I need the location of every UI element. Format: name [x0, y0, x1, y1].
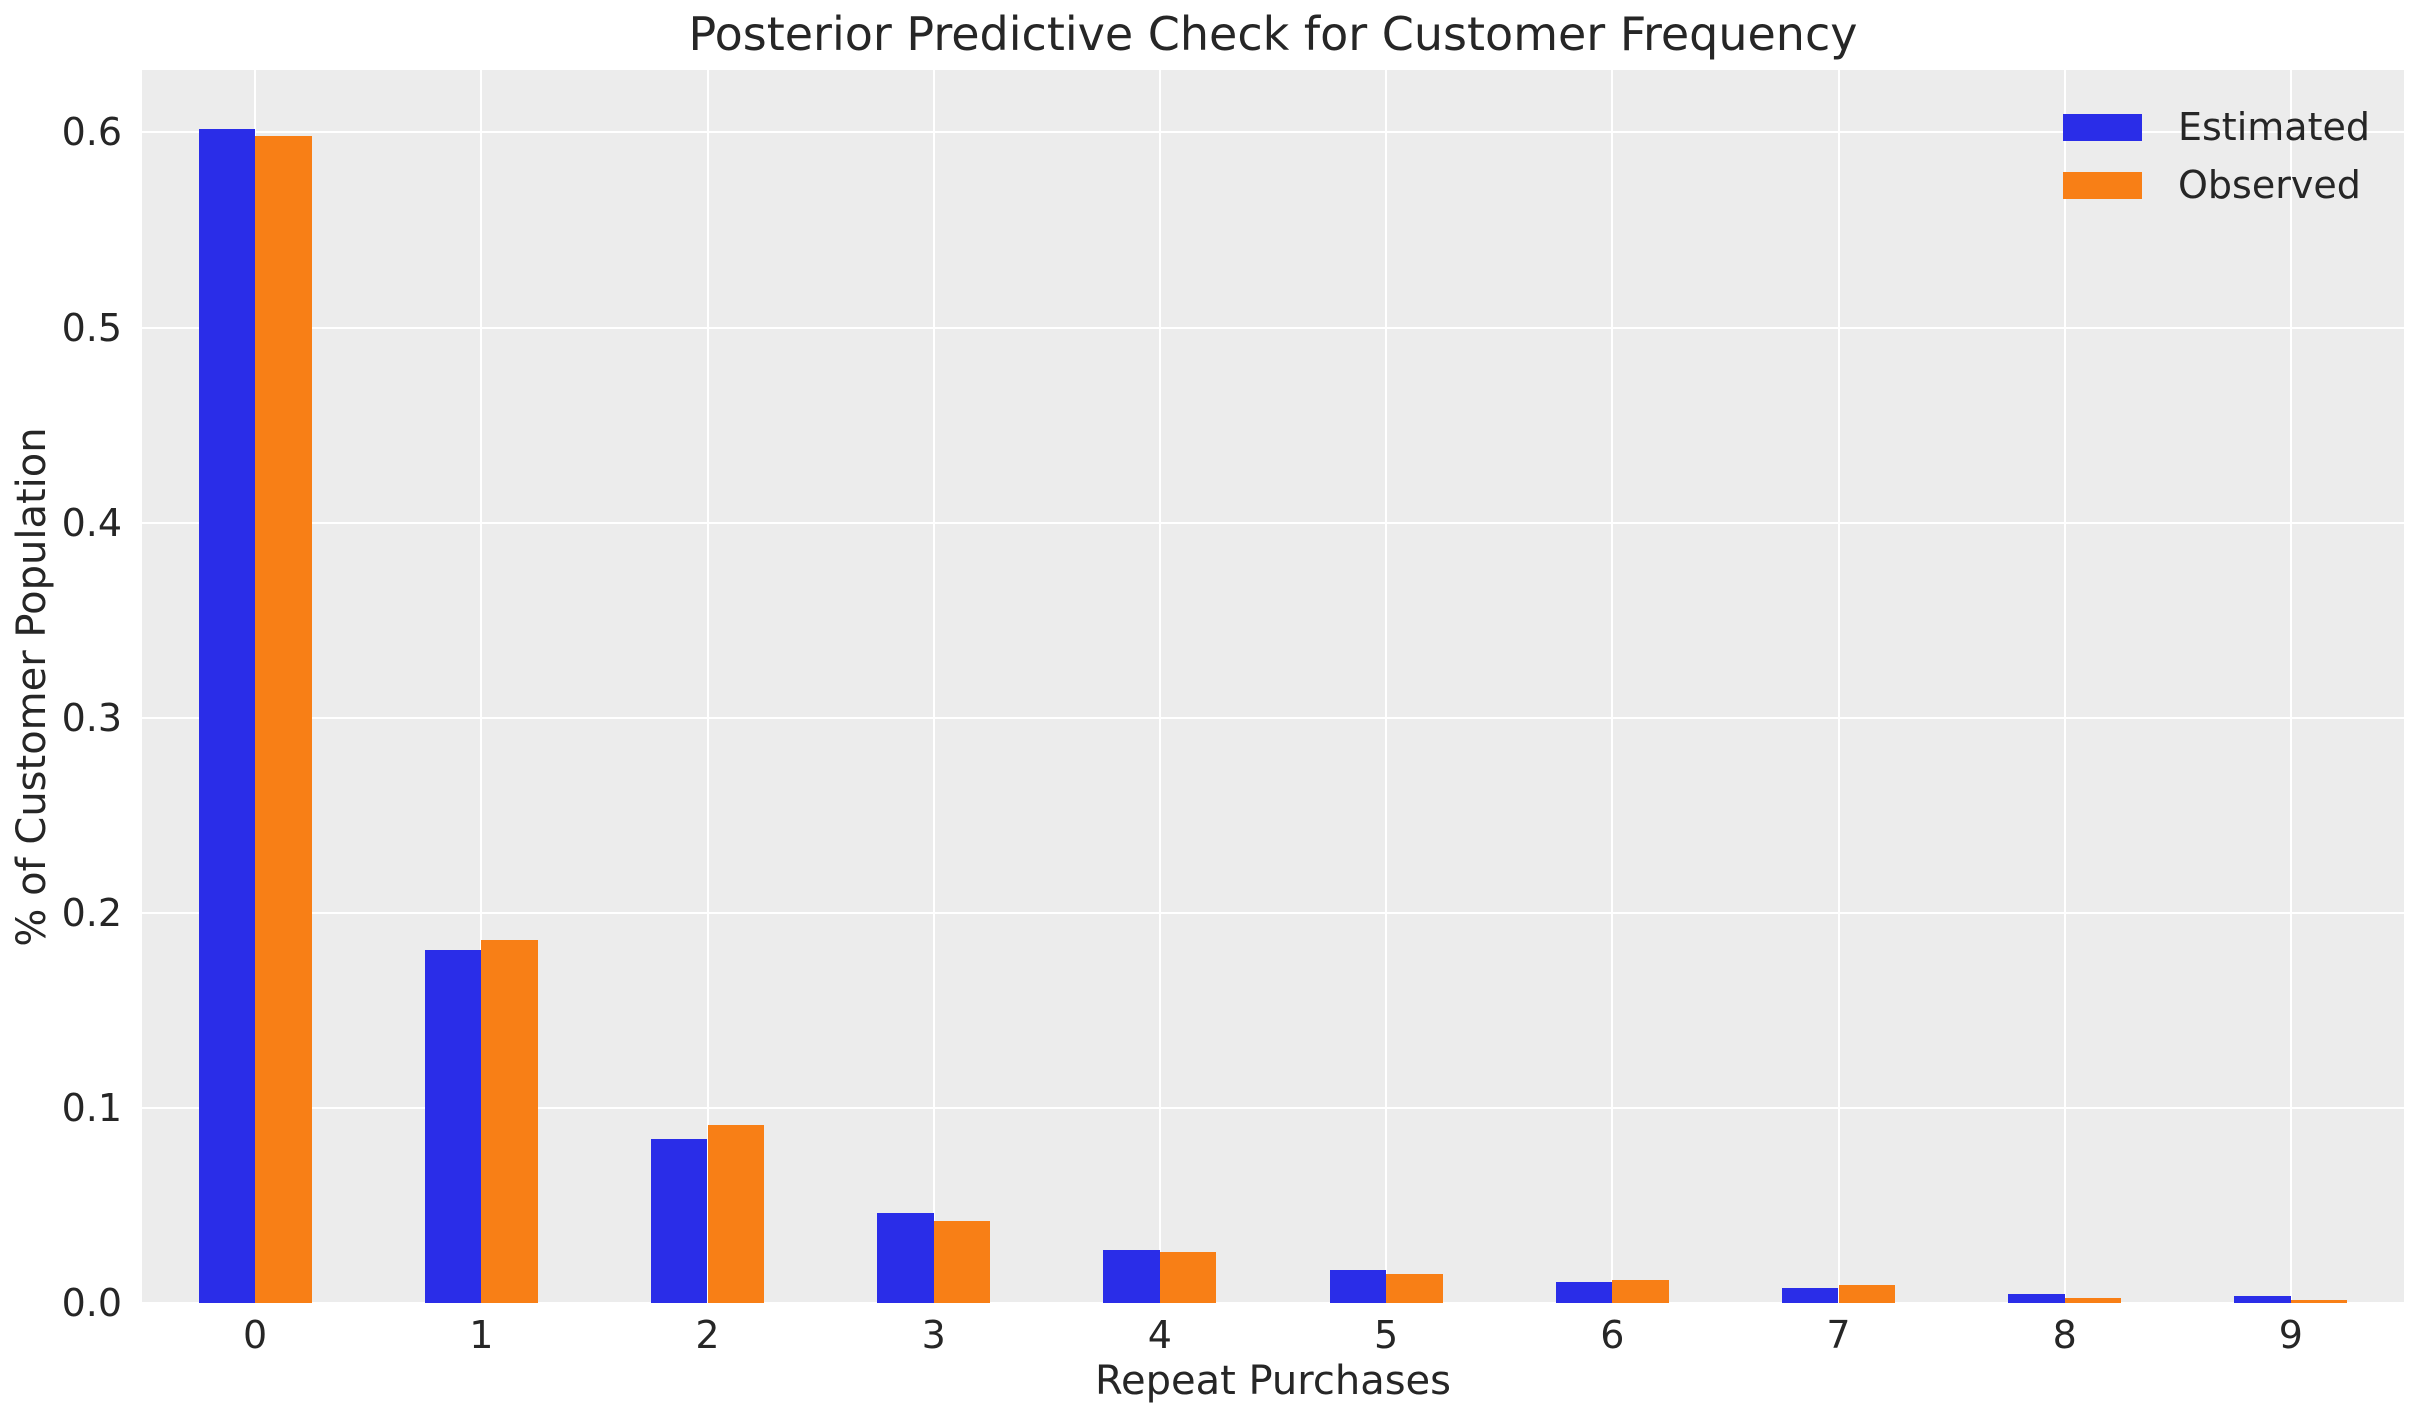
gridline-x-5 — [1385, 70, 1388, 1303]
bar-estimated-0 — [198, 128, 256, 1303]
y-tick-label-0.1: 0.1 — [61, 1085, 122, 1130]
x-tick-label-9: 9 — [2278, 1313, 2303, 1357]
gridline-x-1 — [480, 70, 483, 1303]
bar-estimated-7 — [1781, 1288, 1839, 1303]
gridline-y-0.1 — [142, 1106, 2404, 1109]
gridline-x-9 — [2289, 70, 2292, 1303]
x-tick-label-5: 5 — [1374, 1313, 1399, 1357]
gridline-x-6 — [1611, 70, 1614, 1303]
legend-swatch-estimated-icon — [2063, 113, 2142, 141]
bar-observed-9 — [2290, 1299, 2348, 1303]
bar-observed-3 — [933, 1221, 991, 1303]
chart-title: Posterior Predictive Check for Customer … — [688, 7, 1858, 61]
legend-label-estimated: Estimated — [2178, 105, 2370, 149]
legend: Estimated Observed — [2063, 98, 2370, 214]
y-tick-label-0.0: 0.0 — [61, 1281, 122, 1325]
bar-observed-5 — [1386, 1273, 1443, 1303]
gridline-x-3 — [932, 70, 935, 1303]
bar-estimated-2 — [650, 1139, 708, 1303]
x-axis-label: Repeat Purchases — [1095, 1358, 1451, 1404]
x-tick-label-2: 2 — [695, 1313, 720, 1357]
bar-estimated-5 — [1329, 1269, 1387, 1303]
gridline-x-8 — [2063, 70, 2066, 1303]
gridline-y-0.2 — [142, 911, 2404, 914]
legend-swatch-observed-icon — [2063, 171, 2142, 199]
bar-observed-0 — [255, 136, 312, 1303]
gridline-y-0.5 — [142, 326, 2404, 329]
bar-observed-6 — [1612, 1279, 1669, 1303]
bar-observed-7 — [1838, 1285, 1896, 1303]
x-tick-label-0: 0 — [243, 1313, 268, 1357]
x-tick-label-7: 7 — [1826, 1313, 1851, 1357]
bar-estimated-4 — [1103, 1250, 1160, 1303]
bar-observed-2 — [707, 1125, 765, 1303]
bar-estimated-6 — [1555, 1281, 1613, 1303]
bar-estimated-8 — [2008, 1293, 2065, 1303]
x-tick-label-8: 8 — [2052, 1313, 2077, 1357]
y-tick-label-0.3: 0.3 — [61, 695, 122, 740]
gridline-x-4 — [1158, 70, 1161, 1303]
bar-estimated-9 — [2234, 1295, 2291, 1303]
y-tick-label-0.4: 0.4 — [61, 500, 122, 545]
gridline-x-2 — [706, 70, 709, 1303]
gridline-y-0.4 — [142, 521, 2404, 524]
gridline-y-0.6 — [142, 131, 2404, 134]
x-tick-label-6: 6 — [1600, 1313, 1625, 1357]
legend-item-observed: Observed — [2063, 156, 2370, 214]
bar-estimated-3 — [877, 1213, 934, 1303]
bar-estimated-1 — [424, 949, 482, 1303]
legend-label-observed: Observed — [2178, 163, 2361, 207]
plot-area — [142, 70, 2404, 1304]
x-tick-label-1: 1 — [469, 1313, 494, 1357]
bar-observed-1 — [481, 940, 538, 1303]
y-tick-label-0.2: 0.2 — [61, 890, 122, 935]
y-tick-label-0.5: 0.5 — [61, 305, 122, 350]
gridline-y-0.0 — [142, 1302, 2404, 1304]
legend-item-estimated: Estimated — [2063, 98, 2370, 156]
x-tick-label-4: 4 — [1147, 1313, 1172, 1357]
x-tick-label-3: 3 — [921, 1313, 946, 1357]
gridline-x-7 — [1837, 70, 1840, 1303]
bar-observed-4 — [1159, 1252, 1217, 1303]
gridline-y-0.3 — [142, 716, 2404, 719]
y-tick-label-0.6: 0.6 — [61, 110, 122, 155]
bar-observed-8 — [2064, 1297, 2122, 1303]
